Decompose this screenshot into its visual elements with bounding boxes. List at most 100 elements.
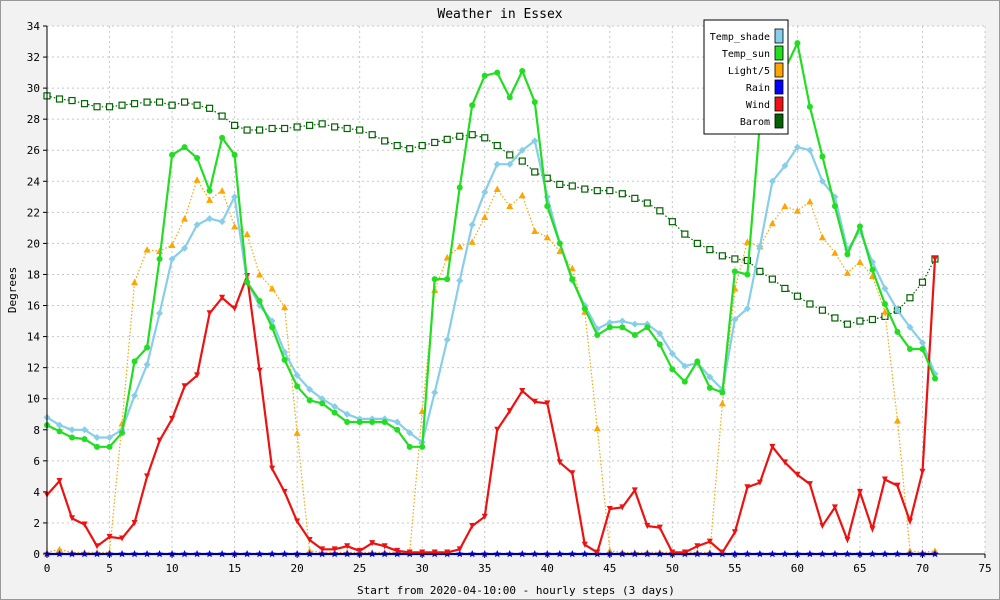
temp-sun-point [581, 305, 588, 312]
temp-sun-point [694, 358, 701, 365]
light-5-point [456, 243, 464, 250]
x-tick-label: 20 [291, 562, 304, 575]
x-tick-label: 0 [44, 562, 51, 575]
plot-area [47, 26, 985, 554]
temp-sun-point [656, 341, 663, 348]
temp-sun-point [194, 155, 201, 161]
barom-point [793, 292, 802, 300]
temp-sun-point [131, 358, 138, 365]
wind-point [456, 546, 463, 553]
x-tick-label: 60 [791, 562, 804, 575]
legend-label-wind: Wind [746, 100, 770, 111]
temp-sun-point [369, 419, 376, 425]
temp-shade-point [106, 434, 114, 442]
barom-point [281, 124, 289, 133]
temp-shade-point [631, 320, 639, 328]
barom-point [481, 134, 489, 142]
wind-point [756, 479, 763, 486]
y-tick-label: 0 [33, 548, 40, 561]
barom-point [293, 123, 301, 131]
temp-shade-point [443, 336, 451, 344]
temp-shade-point [781, 162, 789, 170]
wind-point [844, 537, 851, 544]
light-5-point [506, 202, 514, 210]
temp-shade-point [893, 306, 901, 314]
y-tick-label: 20 [27, 237, 40, 250]
barom-point [656, 207, 664, 215]
wind-point [606, 505, 613, 512]
barom-point [356, 126, 364, 134]
light-5-point [531, 227, 539, 234]
temp-shade-point [656, 329, 664, 337]
wind-point [394, 547, 401, 554]
barom-point [431, 138, 439, 147]
barom-point [806, 300, 814, 308]
barom-point [105, 103, 114, 111]
temp-sun-point [94, 443, 101, 450]
y-tick-label: 14 [27, 331, 41, 344]
wind-point [681, 549, 688, 556]
legend-swatch-light-5 [774, 62, 784, 78]
barom-point [406, 145, 414, 153]
wind-point [356, 547, 363, 554]
y-tick-label: 12 [27, 362, 40, 375]
wind-point [156, 437, 163, 444]
y-tick-label: 4 [33, 486, 40, 499]
barom-point [581, 185, 589, 193]
y-tick-label: 26 [27, 144, 40, 157]
legend-box [703, 19, 789, 135]
temp-shade-point [168, 255, 176, 263]
wind-point [869, 526, 876, 533]
light-5-point [268, 284, 276, 292]
wind-point [269, 465, 276, 472]
temp-shade-point [218, 218, 226, 226]
legend-swatch-wind [774, 96, 784, 112]
temp-sun-point [256, 297, 263, 304]
legend-label-temp-sun: Temp_sun [722, 49, 770, 60]
barom-point [643, 199, 651, 207]
wind-point [56, 478, 63, 485]
x-tick-label: 50 [666, 562, 679, 575]
temp-sun-point [919, 346, 926, 353]
wind-point [106, 533, 113, 540]
temp-sun-point [156, 255, 163, 262]
temp-shade-point [431, 388, 439, 396]
barom-point [531, 168, 539, 176]
temp-shade-point [81, 426, 89, 434]
y-tick-label: 22 [27, 206, 40, 219]
temp-sun-point [544, 203, 551, 210]
x-tick-label: 5 [106, 562, 113, 575]
legend-swatch-rain [774, 79, 784, 95]
temp-sun-point [106, 443, 113, 450]
legend-swatch-barom [774, 113, 784, 129]
barom-point [906, 294, 914, 302]
temp-sun-point [556, 240, 563, 247]
wind-point [619, 504, 626, 511]
light-5-point [856, 258, 864, 266]
barom-point [381, 137, 389, 145]
barom-point [318, 120, 326, 128]
wind-point [644, 523, 651, 530]
wind-point [731, 529, 738, 536]
x-tick-label: 65 [853, 562, 866, 575]
barom-point [80, 100, 89, 108]
wind-point [744, 484, 751, 491]
barom-point [506, 151, 514, 159]
temp-shade-point [668, 350, 676, 358]
barom-point [606, 187, 614, 195]
temp-shade-point [343, 410, 351, 418]
temp-sun-point [719, 389, 726, 396]
y-tick-label: 24 [27, 175, 41, 188]
temp-sun-point [831, 203, 838, 210]
temp-sun-point [519, 68, 526, 75]
x-tick-label: 10 [165, 562, 178, 575]
temp-sun-point [481, 72, 488, 79]
barom-point [556, 180, 564, 188]
temp-sun-point [381, 419, 388, 425]
wind-point [369, 540, 376, 547]
wind-point [831, 504, 838, 511]
light-5-point [243, 230, 251, 238]
temp-shade-point [143, 361, 151, 369]
wind-point [856, 488, 863, 495]
legend-label-temp-shade: Temp_shade [710, 32, 770, 43]
